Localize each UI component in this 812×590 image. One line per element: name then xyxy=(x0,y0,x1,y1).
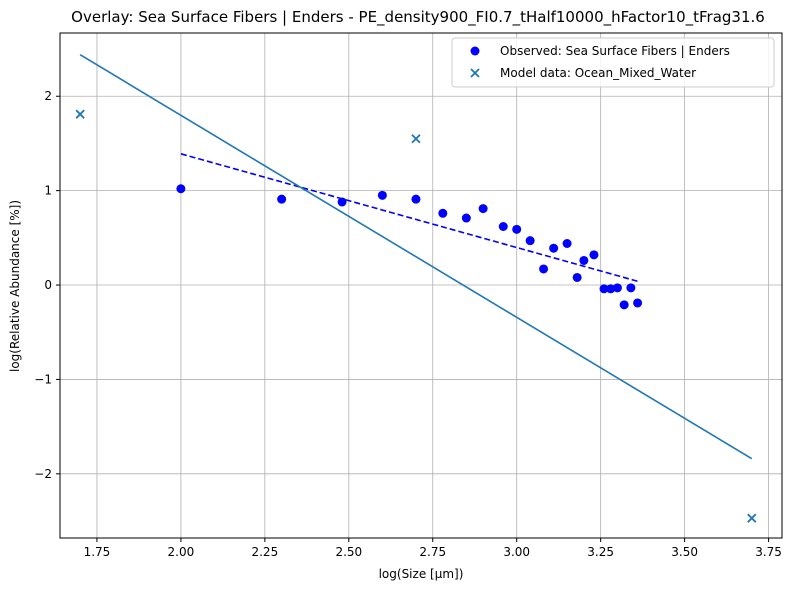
observed-point xyxy=(572,272,582,282)
y-tick-label: 0 xyxy=(44,278,52,292)
x-axis-label: log(Size [μm]) xyxy=(379,567,464,581)
y-axis-label: log(Relative Abundance [%]) xyxy=(8,200,22,372)
x-tick-label: 3.00 xyxy=(503,545,530,559)
x-tick-label: 3.75 xyxy=(755,545,782,559)
observed-point xyxy=(176,184,186,194)
x-tick-label: 3.50 xyxy=(671,545,698,559)
model-point xyxy=(411,134,421,144)
observed-point xyxy=(599,284,609,294)
x-tick-label: 2.25 xyxy=(251,545,278,559)
observed-point xyxy=(478,204,488,214)
observed-point xyxy=(606,284,616,294)
observed-point xyxy=(337,197,347,207)
plot-frame xyxy=(59,32,783,539)
chart-title: Overlay: Sea Surface Fibers | Enders - P… xyxy=(71,8,765,27)
y-tick-label: −2 xyxy=(34,467,52,481)
legend-box xyxy=(451,37,775,88)
legend-marker-model xyxy=(470,68,480,78)
observed-point xyxy=(626,283,636,293)
observed-point xyxy=(461,213,471,223)
legend-label-observed: Observed: Sea Surface Fibers | Enders xyxy=(500,44,730,58)
x-tick-label: 2.75 xyxy=(419,545,446,559)
observed-point xyxy=(612,283,622,293)
x-tick-label: 1.75 xyxy=(84,545,111,559)
legend: Observed: Sea Surface Fibers | Enders Mo… xyxy=(451,37,775,88)
observed-point xyxy=(525,236,535,246)
x-tick-label: 2.00 xyxy=(168,545,195,559)
observed-point xyxy=(633,298,643,308)
fit-line-observed xyxy=(180,153,638,283)
legend-marker-observed xyxy=(470,46,480,56)
fit-line-model xyxy=(79,54,753,460)
observed-point xyxy=(498,222,508,232)
observed-point xyxy=(549,243,559,253)
observed-point xyxy=(539,264,549,274)
observed-point xyxy=(589,250,599,260)
y-tick-label: 2 xyxy=(44,89,52,103)
legend-label-model: Model data: Ocean_Mixed_Water xyxy=(500,66,696,80)
y-tick-label: 1 xyxy=(44,184,52,198)
chart-marks xyxy=(75,54,757,523)
observed-point xyxy=(277,194,287,204)
model-point xyxy=(747,513,757,523)
observed-point xyxy=(411,194,421,204)
model-point xyxy=(75,109,85,119)
observed-point xyxy=(579,255,589,265)
observed-point xyxy=(562,238,572,248)
x-tick-label: 2.50 xyxy=(335,545,362,559)
observed-point xyxy=(438,208,448,218)
grid xyxy=(60,33,782,538)
observed-point xyxy=(619,300,629,310)
x-tick-label: 3.25 xyxy=(587,545,614,559)
observed-point xyxy=(377,190,387,200)
axis-ticks: 1.75 2.00 2.25 2.50 2.75 3.00 3.25 3.50 3.75 −2 −1… xyxy=(34,89,782,559)
y-tick-label: −1 xyxy=(34,372,52,386)
observed-point xyxy=(512,224,522,234)
